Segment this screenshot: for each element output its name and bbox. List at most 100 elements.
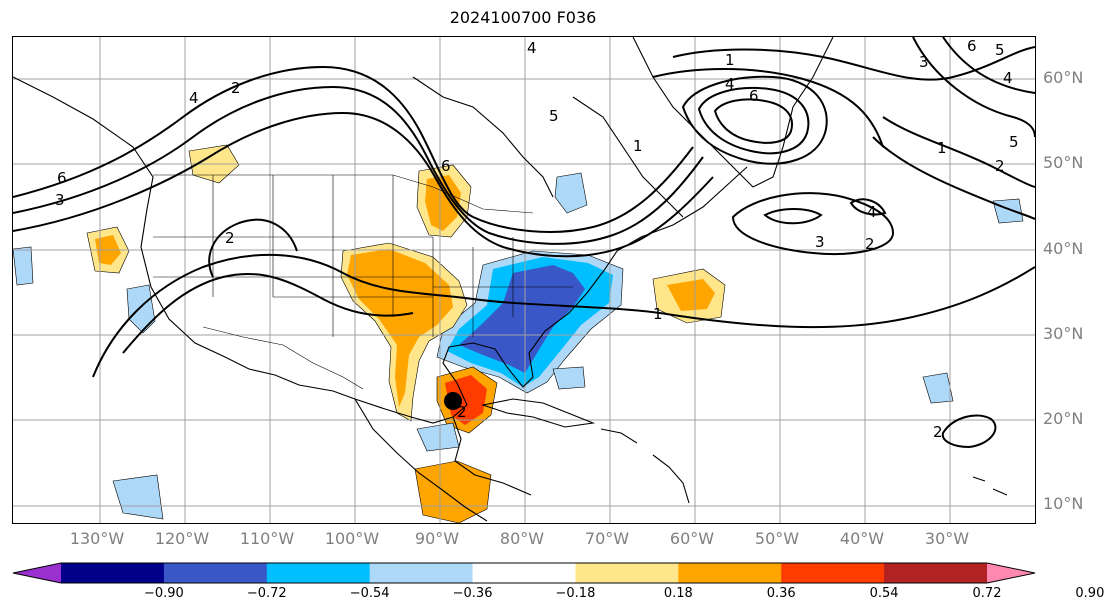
contour-label: 3 bbox=[815, 233, 825, 251]
contour-label: 4 bbox=[189, 89, 199, 107]
political-borders bbox=[153, 174, 573, 390]
contour-label: 4 bbox=[725, 75, 735, 93]
antilles bbox=[600, 428, 690, 504]
contour-a bbox=[13, 65, 694, 233]
africa-coast bbox=[972, 476, 1008, 496]
storm-center-marker bbox=[444, 392, 462, 410]
positive-anomaly-central-america bbox=[414, 460, 492, 523]
contour-h bbox=[652, 68, 884, 148]
contour-label: 2 bbox=[995, 157, 1005, 175]
contour-right-2 bbox=[942, 37, 1035, 94]
contour-label: 4 bbox=[1003, 69, 1013, 87]
contour-label: 2 bbox=[231, 79, 241, 97]
colorbar-segment bbox=[472, 563, 576, 583]
lon-label-80w: 80°W bbox=[499, 529, 545, 548]
colorbar-segment bbox=[266, 563, 371, 583]
contour-label: 5 bbox=[1009, 133, 1019, 151]
contour-label: 5 bbox=[995, 41, 1005, 59]
lon-label-70w: 70°W bbox=[584, 529, 630, 548]
lat-label-20n: 20°N bbox=[1043, 409, 1084, 428]
contour-label-layer: 1 4 6 6 5 4 5 1 2 3 4 2 6 3 4 2 6 5 4 3 … bbox=[55, 37, 1019, 441]
closed-low-greenland-1 bbox=[681, 75, 828, 165]
lon-label-120w: 120°W bbox=[154, 529, 210, 548]
us-canada-border bbox=[153, 174, 534, 214]
colorbar-tick-label: −0.54 bbox=[349, 586, 390, 601]
contour-label: 4 bbox=[527, 39, 537, 57]
lon-label-90w: 90°W bbox=[414, 529, 460, 548]
colorbar-segment bbox=[781, 563, 885, 583]
lon-label-60w: 60°W bbox=[669, 529, 715, 548]
colorbar-tick-label: 0.72 bbox=[972, 586, 1002, 601]
negative-anomaly-bahamas bbox=[552, 366, 586, 390]
colorbar-tick-label: 0.54 bbox=[869, 586, 899, 601]
contour-label: 1 bbox=[937, 139, 947, 157]
colorbar-tick-label: −0.18 bbox=[555, 586, 596, 601]
state-lines-2 bbox=[432, 237, 573, 337]
lat-label-50n: 50°N bbox=[1043, 153, 1084, 172]
negative-anomaly-west-pacific bbox=[13, 246, 34, 286]
closed-se-small bbox=[941, 414, 997, 449]
colorbar-extend-low bbox=[13, 563, 61, 583]
colorbar-extend-high bbox=[987, 563, 1035, 583]
contour-label: 3 bbox=[919, 53, 929, 71]
lat-label-60n: 60°N bbox=[1043, 68, 1084, 87]
contour-right-1 bbox=[912, 37, 1035, 138]
lon-label-50w: 50°W bbox=[754, 529, 800, 548]
contour-label: 1 bbox=[633, 137, 643, 155]
us-mexico-border bbox=[202, 326, 364, 390]
contour-label: 3 bbox=[55, 191, 65, 209]
lon-label-40w: 40°W bbox=[839, 529, 885, 548]
contour-label: 5 bbox=[549, 107, 559, 125]
contour-label: 4 bbox=[867, 203, 877, 221]
graticule bbox=[13, 37, 1035, 523]
positive-anomaly-atlantic-core bbox=[667, 279, 715, 311]
hudson-coast bbox=[412, 76, 554, 198]
contours bbox=[13, 37, 1035, 449]
map-panel: 1 4 6 6 5 4 5 1 2 3 4 2 6 3 4 2 6 5 4 3 … bbox=[12, 36, 1036, 524]
negative-anomaly-pacific-s bbox=[112, 474, 164, 520]
positive-anomaly-north-core bbox=[425, 175, 461, 231]
lon-label-130w: 130°W bbox=[69, 529, 125, 548]
contour-label: 6 bbox=[967, 37, 977, 55]
closed-low-greenland-3 bbox=[713, 98, 793, 144]
negative-anomaly-atlantic-n bbox=[554, 172, 588, 214]
colorbar-segment bbox=[61, 563, 165, 583]
lon-label-100w: 100°W bbox=[324, 529, 380, 548]
colorbar-tick-label: 0.90 bbox=[1075, 586, 1105, 601]
contour-right-4 bbox=[872, 136, 1035, 220]
lon-label-30w: 30°W bbox=[924, 529, 970, 548]
closed-east-inner bbox=[763, 208, 823, 225]
state-lines-1 bbox=[153, 175, 433, 337]
negative-anomaly-strong-se bbox=[459, 265, 585, 373]
contour-label: 6 bbox=[749, 87, 759, 105]
lat-label-30n: 30°N bbox=[1043, 324, 1084, 343]
colorbar-tick-label: −0.72 bbox=[246, 586, 287, 601]
closed-low-greenland-2 bbox=[697, 87, 810, 155]
colorbar-segment bbox=[678, 563, 782, 583]
contour-e bbox=[122, 272, 414, 354]
contour-right-3 bbox=[882, 116, 1035, 188]
contour-d bbox=[92, 253, 1035, 378]
positive-anomaly-gulf-core bbox=[445, 375, 487, 425]
greenland-coast bbox=[632, 37, 834, 188]
contour-f bbox=[208, 218, 298, 278]
colorbar-tick-label: 0.36 bbox=[766, 586, 796, 601]
closed-east bbox=[731, 192, 895, 255]
lat-label-10n: 10°N bbox=[1043, 494, 1084, 513]
closed-east-inner-2 bbox=[849, 198, 887, 216]
colorbar-segment bbox=[884, 563, 988, 583]
central-america-coast bbox=[354, 398, 532, 522]
shading-layer bbox=[13, 144, 1024, 523]
positive-anomaly-mid-central bbox=[347, 249, 453, 407]
negative-anomaly-pacific bbox=[126, 284, 156, 334]
contour-label: 1 bbox=[725, 51, 735, 69]
contour-b bbox=[13, 85, 704, 245]
colorbar-tick-label: 0.18 bbox=[663, 586, 693, 601]
contour-label: 2 bbox=[933, 423, 943, 441]
coastlines bbox=[13, 37, 1008, 522]
north-america-coast bbox=[13, 76, 748, 424]
negative-anomaly-ne bbox=[992, 198, 1024, 224]
contour-g bbox=[672, 46, 1035, 81]
lat-label-40n: 40°N bbox=[1043, 239, 1084, 258]
lon-label-110w: 110°W bbox=[239, 529, 295, 548]
